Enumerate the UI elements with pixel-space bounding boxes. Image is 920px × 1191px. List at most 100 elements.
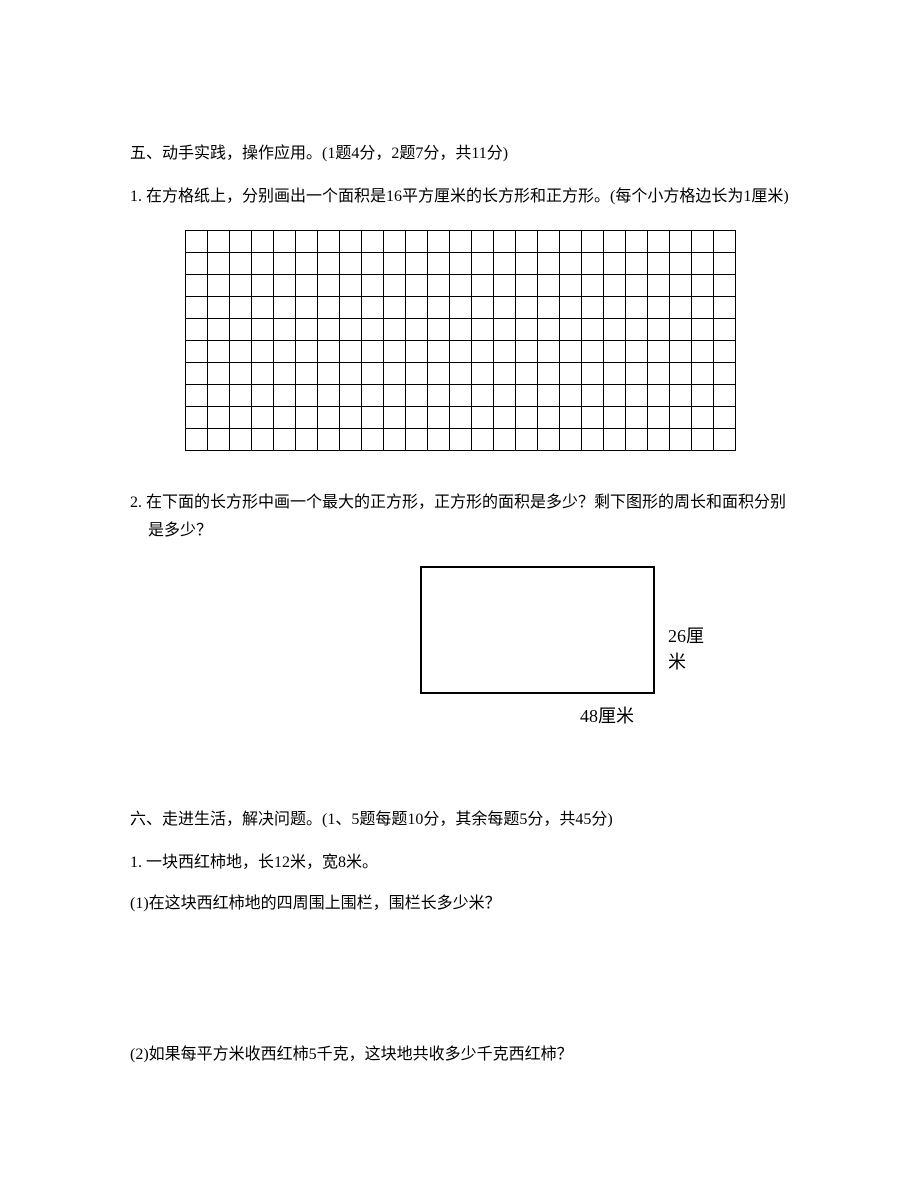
grid-cell — [383, 406, 405, 428]
grid-cell — [515, 340, 537, 362]
grid-cell — [207, 274, 229, 296]
grid-cell — [251, 252, 273, 274]
grid-cell — [691, 428, 713, 450]
grid-cell — [361, 428, 383, 450]
section5-header: 五、动手实践，操作应用。(1题4分，2题7分，共11分) — [130, 140, 790, 169]
q2-text-span: 2. 在下面的长方形中画一个最大的正方形，正方形的面积是多少？剩下图形的周长和面… — [130, 494, 786, 540]
grid-cell — [449, 362, 471, 384]
grid-cell — [295, 406, 317, 428]
grid-cell — [251, 384, 273, 406]
grid-cell — [449, 252, 471, 274]
grid-cell — [713, 252, 735, 274]
grid-cell — [317, 428, 339, 450]
grid-cell — [515, 362, 537, 384]
grid-cell — [625, 428, 647, 450]
grid-cell — [361, 252, 383, 274]
grid-cell — [625, 296, 647, 318]
grid-cell — [493, 274, 515, 296]
grid-cell — [471, 406, 493, 428]
grid-cell — [317, 340, 339, 362]
grid-cell — [361, 296, 383, 318]
grid-cell — [625, 406, 647, 428]
grid-cell — [581, 296, 603, 318]
grid-cell — [251, 230, 273, 252]
grid-cell — [361, 274, 383, 296]
grid-cell — [713, 406, 735, 428]
grid-cell — [229, 296, 251, 318]
rectangle-width-label: 48厘米 — [580, 702, 634, 728]
q1-sub2-span: (2)如果每平方米收西红柿5千克，这块地共收多少千克西红柿？ — [130, 1046, 573, 1063]
grid-cell — [691, 274, 713, 296]
grid-cell — [383, 230, 405, 252]
grid-cell — [647, 406, 669, 428]
grid-cell — [383, 318, 405, 340]
grid-cell — [537, 340, 559, 362]
q1-sub1-span: (1)在这块西红柿地的四周围上围栏，围栏长多少米？ — [130, 895, 501, 912]
grid-cell — [471, 362, 493, 384]
grid-cell — [691, 318, 713, 340]
grid-cell — [537, 252, 559, 274]
grid-cell — [361, 384, 383, 406]
grid-cell — [273, 428, 295, 450]
q1-text-span: 1. 在方格纸上，分别画出一个面积是16平方厘米的长方形和正方形。(每个小方格边… — [130, 188, 789, 205]
grid-cell — [493, 230, 515, 252]
grid-cell — [471, 384, 493, 406]
grid-cell — [185, 384, 207, 406]
grid-cell — [537, 362, 559, 384]
grid-cell — [273, 384, 295, 406]
grid-cell — [669, 296, 691, 318]
grid-cell — [361, 340, 383, 362]
grid-cell — [295, 274, 317, 296]
grid-cell — [581, 318, 603, 340]
rectangle-figure: 26厘米 48厘米 — [420, 566, 720, 726]
grid-cell — [339, 296, 361, 318]
section5-q1-text: 1. 在方格纸上，分别画出一个面积是16平方厘米的长方形和正方形。(每个小方格边… — [130, 183, 790, 212]
grid-cell — [713, 274, 735, 296]
grid-cell — [317, 362, 339, 384]
grid-cell — [207, 252, 229, 274]
grid-cell — [647, 362, 669, 384]
grid-cell — [317, 252, 339, 274]
grid-cell — [251, 340, 273, 362]
grid-cell — [493, 296, 515, 318]
grid-cell — [515, 252, 537, 274]
grid-cell — [581, 230, 603, 252]
grid-cell — [405, 318, 427, 340]
grid-cell — [251, 296, 273, 318]
grid-cell — [427, 274, 449, 296]
grid-cell — [559, 340, 581, 362]
grid-cell — [537, 384, 559, 406]
grid-cell — [647, 252, 669, 274]
grid-cell — [581, 362, 603, 384]
grid-cell — [581, 252, 603, 274]
grid-cell — [383, 384, 405, 406]
grid-cell — [559, 296, 581, 318]
grid-cell — [471, 274, 493, 296]
grid-cell — [295, 384, 317, 406]
grid-cell — [339, 274, 361, 296]
grid-cell — [625, 252, 647, 274]
grid-cell — [295, 428, 317, 450]
grid-cell — [317, 406, 339, 428]
grid-cell — [559, 230, 581, 252]
grid-cell — [713, 296, 735, 318]
grid-cell — [559, 362, 581, 384]
answer-space-1 — [130, 931, 790, 1041]
grid-cell — [339, 362, 361, 384]
grid-cell — [251, 318, 273, 340]
grid-cell — [427, 406, 449, 428]
grid-cell — [405, 274, 427, 296]
grid-cell — [207, 340, 229, 362]
grid-cell — [581, 406, 603, 428]
spacer — [130, 746, 790, 806]
grid-cell — [229, 428, 251, 450]
grid-cell — [515, 274, 537, 296]
grid-cell — [713, 384, 735, 406]
grid-cell — [427, 318, 449, 340]
grid-paper-table — [185, 230, 736, 451]
grid-cell — [669, 340, 691, 362]
grid-cell — [229, 318, 251, 340]
grid-cell — [185, 340, 207, 362]
grid-cell — [537, 406, 559, 428]
grid-cell — [647, 274, 669, 296]
